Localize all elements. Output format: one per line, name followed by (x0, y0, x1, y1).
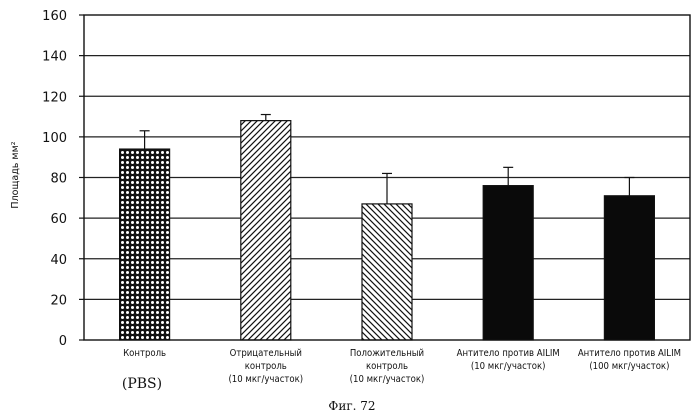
category-label: контроль (366, 361, 408, 372)
y-tick-label: 20 (50, 293, 67, 308)
bar (241, 121, 291, 340)
category-label: контроль (245, 361, 287, 372)
figure-caption: Фиг. 72 (328, 399, 375, 413)
y-tick-label: 140 (42, 50, 67, 65)
y-tick-label: 0 (59, 334, 67, 349)
category-label: Отрицательный (230, 348, 302, 359)
error-bars (140, 115, 635, 204)
y-tick-label: 120 (42, 90, 67, 105)
x-axis-labels: Контроль Отрицательный контроль (10 мкг/уча… (123, 348, 681, 385)
category-label: (10 мкг/участок) (471, 361, 546, 372)
y-tick-label: 100 (42, 131, 67, 146)
y-tick-label: 40 (50, 253, 67, 268)
bars (120, 121, 655, 340)
pbs-sublabel: (PBS) (122, 376, 162, 392)
bar (362, 204, 412, 340)
category-label: Антитело против AILIM (578, 348, 681, 359)
y-tick-label: 160 (42, 9, 67, 24)
y-tick-label: 60 (50, 212, 67, 227)
category-label: (100 мкг/участок) (589, 361, 669, 372)
bar (120, 149, 170, 340)
y-axis-label: Площадь мм² (10, 141, 21, 208)
bar (604, 196, 654, 340)
category-label: (10 мкг/участок) (228, 374, 303, 385)
category-label: Положительный (350, 348, 424, 359)
y-axis-ticks: 0 20 40 60 80 100 120 140 160 (42, 9, 84, 349)
category-label: (10 мкг/участок) (350, 374, 425, 385)
category-label: Контроль (123, 348, 166, 359)
bar-chart: 0 20 40 60 80 100 120 140 160 Контроль Отрицатель… (0, 0, 699, 420)
bar (483, 186, 533, 340)
category-label: Антитело против AILIM (457, 348, 560, 359)
y-tick-label: 80 (50, 172, 67, 187)
